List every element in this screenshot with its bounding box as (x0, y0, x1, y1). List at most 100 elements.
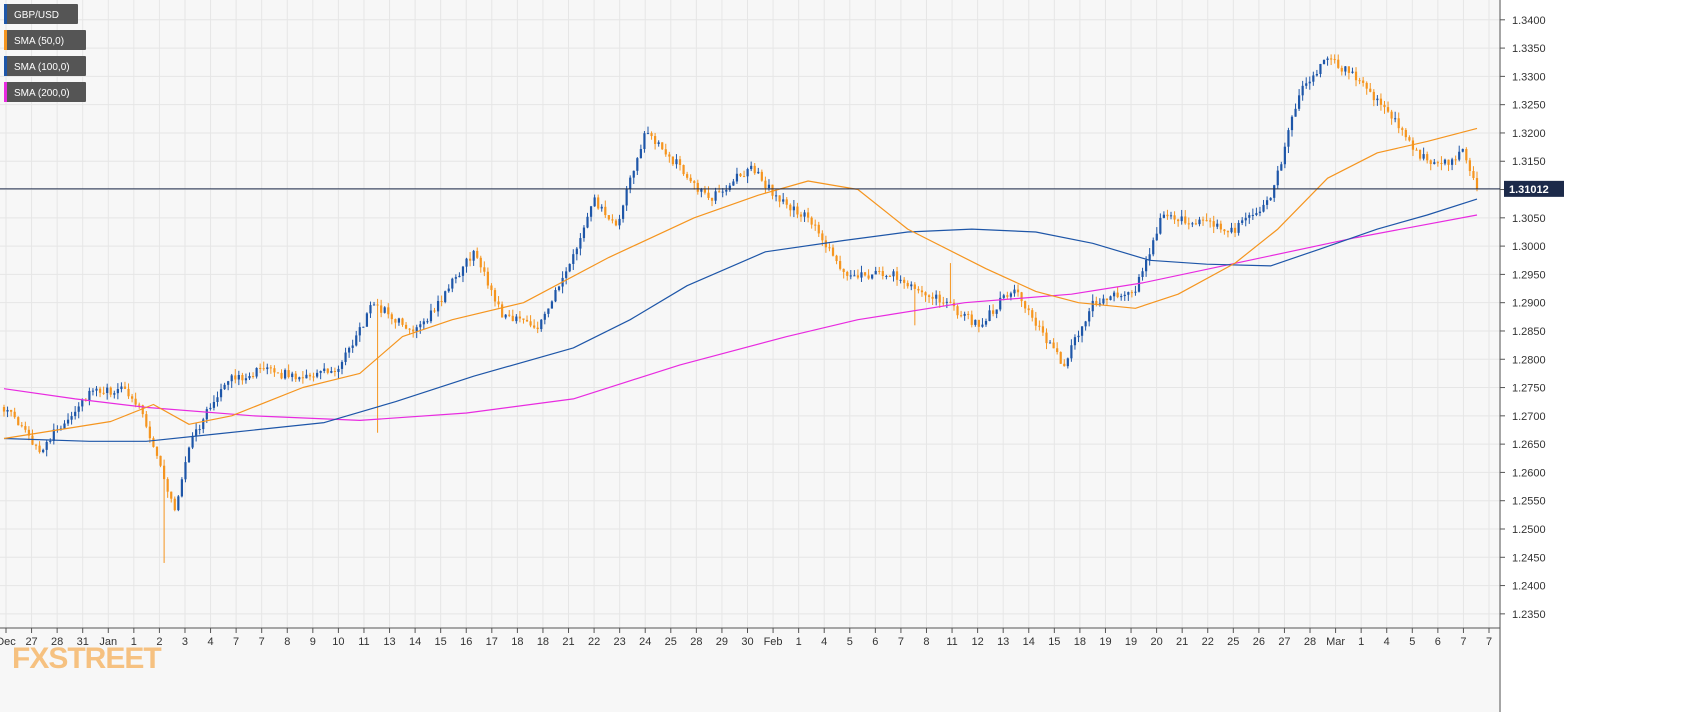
candle-down[interactable] (508, 314, 511, 316)
candle-down[interactable] (1358, 80, 1361, 82)
candle-down[interactable] (846, 271, 849, 276)
candle-down[interactable] (412, 329, 415, 332)
candle-down[interactable] (607, 215, 610, 220)
candle-up[interactable] (1450, 159, 1454, 165)
candle-down[interactable] (404, 324, 408, 329)
candle-down[interactable] (856, 275, 860, 278)
candle-down[interactable] (20, 425, 23, 427)
candle-up[interactable] (1198, 219, 1201, 225)
candle-up[interactable] (298, 377, 301, 380)
candle-down[interactable] (707, 192, 710, 198)
candle-down[interactable] (1397, 118, 1400, 129)
candle-down[interactable] (718, 191, 721, 193)
candle-down[interactable] (1212, 221, 1215, 227)
candle-up[interactable] (362, 326, 365, 328)
candle-up[interactable] (219, 389, 223, 398)
candle-down[interactable] (163, 465, 166, 480)
candle-down[interactable] (13, 411, 16, 418)
candle-down[interactable] (1027, 308, 1030, 311)
candle-down[interactable] (10, 409, 13, 412)
candle-down[interactable] (799, 214, 803, 217)
candle-down[interactable] (31, 435, 34, 445)
candle-down[interactable] (664, 149, 667, 155)
candle-down[interactable] (878, 270, 881, 272)
candle-up[interactable] (237, 375, 240, 380)
candle-down[interactable] (1429, 160, 1432, 165)
candle-up[interactable] (116, 389, 119, 394)
candle-down[interactable] (493, 290, 497, 302)
candle-up[interactable] (1276, 170, 1279, 186)
candle-down[interactable] (1031, 310, 1034, 318)
candle-down[interactable] (764, 180, 767, 189)
candle-down[interactable] (17, 417, 20, 426)
candle-down[interactable] (917, 288, 920, 291)
candle-down[interactable] (511, 315, 514, 322)
candle-down[interactable] (1447, 159, 1450, 165)
candle-down[interactable] (760, 171, 763, 181)
candle-down[interactable] (127, 388, 130, 397)
candle-down[interactable] (1201, 219, 1205, 221)
candle-down[interactable] (742, 176, 746, 178)
candle-up[interactable] (565, 271, 568, 278)
candle-up[interactable] (735, 173, 739, 182)
candle-down[interactable] (401, 318, 404, 325)
candle-down[interactable] (1390, 111, 1393, 119)
candle-up[interactable] (721, 191, 724, 193)
candle-up[interactable] (568, 263, 571, 272)
candle-down[interactable] (476, 250, 479, 258)
candle-down[interactable] (1052, 342, 1055, 349)
candle-down[interactable] (27, 429, 31, 436)
candle-up[interactable] (426, 321, 429, 323)
candle-down[interactable] (668, 154, 671, 157)
candle-up[interactable] (935, 294, 938, 299)
candle-up[interactable] (6, 409, 9, 412)
candle-up[interactable] (1461, 149, 1464, 152)
candle-down[interactable] (1372, 91, 1375, 101)
candle-up[interactable] (223, 384, 226, 390)
candle-down[interactable] (170, 491, 173, 499)
candle-up[interactable] (198, 429, 201, 431)
candle-up[interactable] (1162, 214, 1166, 218)
candle-up[interactable] (1241, 220, 1244, 223)
candle-up[interactable] (1308, 81, 1311, 84)
candle-up[interactable] (550, 301, 554, 309)
candle-up[interactable] (988, 310, 991, 321)
candle-up[interactable] (106, 387, 109, 394)
candle-down[interactable] (703, 189, 707, 193)
candle-down[interactable] (1333, 59, 1336, 61)
candle-up[interactable] (1002, 295, 1005, 298)
candle-up[interactable] (860, 272, 863, 278)
candle-up[interactable] (472, 250, 475, 261)
candle-up[interactable] (1376, 98, 1379, 101)
candle-down[interactable] (1041, 326, 1045, 333)
candle-up[interactable] (1326, 58, 1329, 61)
candle-down[interactable] (959, 315, 963, 317)
candle-down[interactable] (1130, 292, 1133, 294)
candle-up[interactable] (732, 181, 735, 186)
candle-down[interactable] (1205, 220, 1208, 222)
candle-down[interactable] (614, 220, 618, 226)
candle-up[interactable] (1159, 217, 1162, 234)
candle-up[interactable] (910, 284, 913, 287)
candle-up[interactable] (1244, 217, 1247, 221)
candle-up[interactable] (49, 440, 52, 442)
candle-down[interactable] (650, 133, 653, 137)
candle-down[interactable] (522, 318, 525, 320)
candle-down[interactable] (1059, 352, 1062, 364)
candle-down[interactable] (130, 396, 134, 399)
candle-up[interactable] (1297, 95, 1301, 109)
candle-up[interactable] (725, 189, 728, 192)
candle-up[interactable] (700, 189, 703, 192)
candle-down[interactable] (1465, 149, 1468, 161)
candle-up[interactable] (629, 177, 632, 189)
candle-down[interactable] (234, 375, 237, 380)
candle-up[interactable] (899, 279, 902, 281)
candle-down[interactable] (977, 319, 980, 327)
candle-down[interactable] (693, 181, 696, 183)
candle-up[interactable] (74, 411, 77, 417)
candle-down[interactable] (497, 301, 500, 305)
candle-up[interactable] (1123, 294, 1126, 297)
candle-up[interactable] (1180, 216, 1183, 222)
candle-up[interactable] (1152, 240, 1155, 255)
candle-down[interactable] (1440, 162, 1443, 164)
